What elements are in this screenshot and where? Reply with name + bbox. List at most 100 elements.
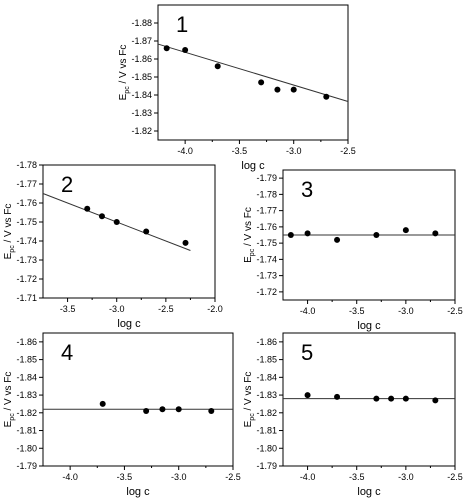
y-tick-label: -1.72 — [16, 274, 37, 284]
y-tick-label: -1.84 — [131, 90, 152, 100]
y-axis-label-rest: / V vs Fc — [243, 372, 254, 414]
data-point — [175, 406, 182, 413]
y-axis-label-main: E — [243, 256, 254, 263]
y-axis-label-main: E — [243, 420, 254, 427]
panel-label: 5 — [301, 340, 313, 365]
chart-panel-5: 5 -4.0 -3.5 -3.0 -2.5 log c -1.79 -1.80 -1.81 -1.… — [243, 332, 463, 498]
y-axis-label: Epc / V vs Fc — [3, 204, 16, 260]
data-point — [304, 230, 311, 237]
x-tick-label: -3.5 — [232, 146, 248, 156]
data-point — [402, 395, 409, 402]
x-tick-label: -4.0 — [177, 146, 193, 156]
y-tick-label: -1.79 — [256, 173, 277, 183]
data-point — [84, 205, 91, 212]
data-point — [208, 408, 215, 415]
x-tick-label: -2.0 — [207, 304, 223, 314]
x-tick-label: -3.0 — [398, 472, 414, 482]
plot-frame — [157, 4, 349, 141]
y-tick-label: -1.84 — [256, 372, 277, 382]
x-tick-label: -4.0 — [300, 306, 316, 316]
x-axis-label: log c — [117, 318, 141, 330]
plot-frame — [282, 332, 456, 467]
x-tick-label: -2.5 — [447, 306, 463, 316]
y-axis-label-subscript: pc — [249, 248, 256, 256]
data-point — [143, 408, 150, 415]
y-tick-label: -1.80 — [256, 443, 277, 453]
x-tick-label: -3.5 — [349, 472, 365, 482]
panel-label: 1 — [176, 12, 188, 37]
x-tick-label: -3.0 — [109, 304, 125, 314]
x-tick-label: -4.0 — [62, 472, 78, 482]
y-tick-label: -1.88 — [131, 18, 152, 28]
data-point — [143, 228, 150, 235]
y-tick-label: -1.85 — [256, 355, 277, 365]
y-tick-label: -1.86 — [16, 337, 37, 347]
x-tick-label: -2.5 — [447, 472, 463, 482]
data-point — [290, 86, 297, 93]
y-tick-label: -1.82 — [131, 126, 152, 136]
y-tick-label: -1.83 — [16, 390, 37, 400]
y-tick-label: -1.80 — [16, 443, 37, 453]
y-axis-label-rest: / V vs Fc — [3, 204, 14, 246]
y-tick-label: -1.76 — [256, 222, 277, 232]
y-tick-label: -1.79 — [256, 461, 277, 471]
chart-panel-3: 3 -4.0 -3.5 -3.0 -2.5 log c -1.72 -1.73 -1.74 -1.… — [243, 169, 463, 332]
panel-label: 2 — [61, 172, 73, 197]
x-tick-label: -3.5 — [349, 306, 365, 316]
y-axis-label: Epc / V vs Fc — [3, 372, 16, 428]
y-tick-label: -1.81 — [256, 426, 277, 436]
plot-frame — [42, 332, 234, 467]
y-axis-label-main: E — [118, 93, 129, 100]
panel-label: 4 — [61, 340, 73, 365]
y-tick-label: -1.87 — [131, 36, 152, 46]
data-point — [258, 79, 265, 86]
x-axis-label: log c — [357, 320, 381, 332]
data-point — [304, 392, 311, 399]
y-axis-label-subscript: pc — [249, 413, 256, 421]
x-tick-label: -3.5 — [117, 472, 133, 482]
x-axis-label: log c — [241, 160, 265, 172]
data-point — [274, 86, 281, 93]
y-axis-label-rest: / V vs Fc — [243, 207, 254, 249]
x-tick-label: -2.5 — [340, 146, 356, 156]
y-tick-label: -1.78 — [256, 189, 277, 199]
x-tick-label: -2.5 — [225, 472, 241, 482]
y-axis-label: Epc / V vs Fc — [243, 207, 256, 263]
data-point — [159, 406, 166, 413]
y-tick-label: -1.85 — [131, 72, 152, 82]
panel-label: 3 — [301, 177, 313, 202]
x-tick-label: -4.0 — [300, 472, 316, 482]
y-tick-label: -1.79 — [16, 461, 37, 471]
y-tick-label: -1.85 — [16, 355, 37, 365]
chart-panel-2: 2 -3.5 -3.0 -2.5 -2.0 log c -1.71 -1.72 -1.73 -1.… — [3, 160, 223, 330]
data-point — [163, 45, 170, 52]
y-tick-label: -1.75 — [256, 238, 277, 248]
y-axis-label-subscript: pc — [124, 86, 131, 94]
x-tick-label: -3.5 — [60, 304, 76, 314]
data-point — [99, 400, 106, 407]
x-tick-label: -3.0 — [286, 146, 302, 156]
y-axis-label-subscript: pc — [9, 245, 16, 253]
data-point — [334, 236, 341, 243]
x-axis-label: log c — [126, 486, 150, 498]
y-tick-label: -1.72 — [256, 287, 277, 297]
data-point — [402, 227, 409, 234]
y-tick-label: -1.86 — [256, 337, 277, 347]
data-point — [334, 393, 341, 400]
y-tick-label: -1.73 — [256, 271, 277, 281]
data-point — [214, 63, 221, 70]
y-tick-label: -1.82 — [256, 408, 277, 418]
y-tick-label: -1.75 — [16, 217, 37, 227]
y-axis-label-main: E — [3, 420, 14, 427]
y-axis-label-rest: / V vs Fc — [118, 45, 129, 87]
chart-panel-4: 4 -4.0 -3.5 -3.0 -2.5 log c -1.79 -1.80 -1.81 -1.… — [3, 332, 241, 498]
y-tick-label: -1.83 — [131, 108, 152, 118]
y-tick-label: -1.76 — [16, 198, 37, 208]
y-tick-label: -1.84 — [16, 372, 37, 382]
data-point — [182, 47, 189, 53]
data-point — [432, 230, 439, 237]
data-point — [182, 239, 189, 246]
y-tick-label: -1.73 — [16, 255, 37, 265]
fit-line — [157, 43, 349, 102]
data-point — [432, 397, 439, 404]
